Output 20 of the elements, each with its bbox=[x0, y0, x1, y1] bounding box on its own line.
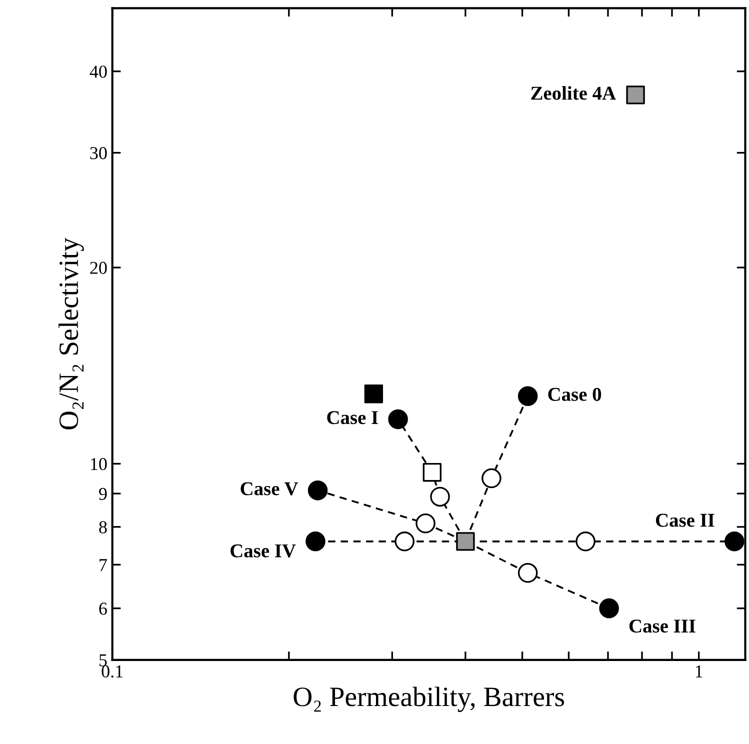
x-axis-title: O₂ Permeability, Barrers bbox=[294, 686, 564, 712]
y-tick-label: 8 bbox=[99, 521, 107, 534]
annotation: Case I bbox=[327, 411, 378, 424]
y-tick-label: 7 bbox=[100, 559, 107, 571]
annotation: Case V bbox=[240, 482, 298, 496]
y-tick-label: 5 bbox=[100, 654, 107, 666]
y-tick-label: 6 bbox=[99, 602, 107, 615]
y-tick-label: 9 bbox=[99, 488, 107, 500]
y-axis-title: O₂/N₂ Selectivity bbox=[58, 238, 84, 430]
annotation: Case IV bbox=[230, 544, 296, 558]
annotation: Case 0 bbox=[548, 388, 602, 401]
y-tick-label: 30 bbox=[90, 147, 107, 160]
y-tick-label: 20 bbox=[90, 262, 107, 274]
y-tick-label: 10 bbox=[91, 458, 107, 470]
x-tick-label: 1 bbox=[696, 665, 702, 678]
annotation: Case II bbox=[656, 514, 714, 527]
annotation: Zeolite 4A bbox=[531, 86, 616, 100]
x-tick-label: 0.1 bbox=[102, 665, 123, 678]
annotation: Case III bbox=[629, 620, 696, 633]
y-tick-label: 40 bbox=[90, 66, 107, 78]
